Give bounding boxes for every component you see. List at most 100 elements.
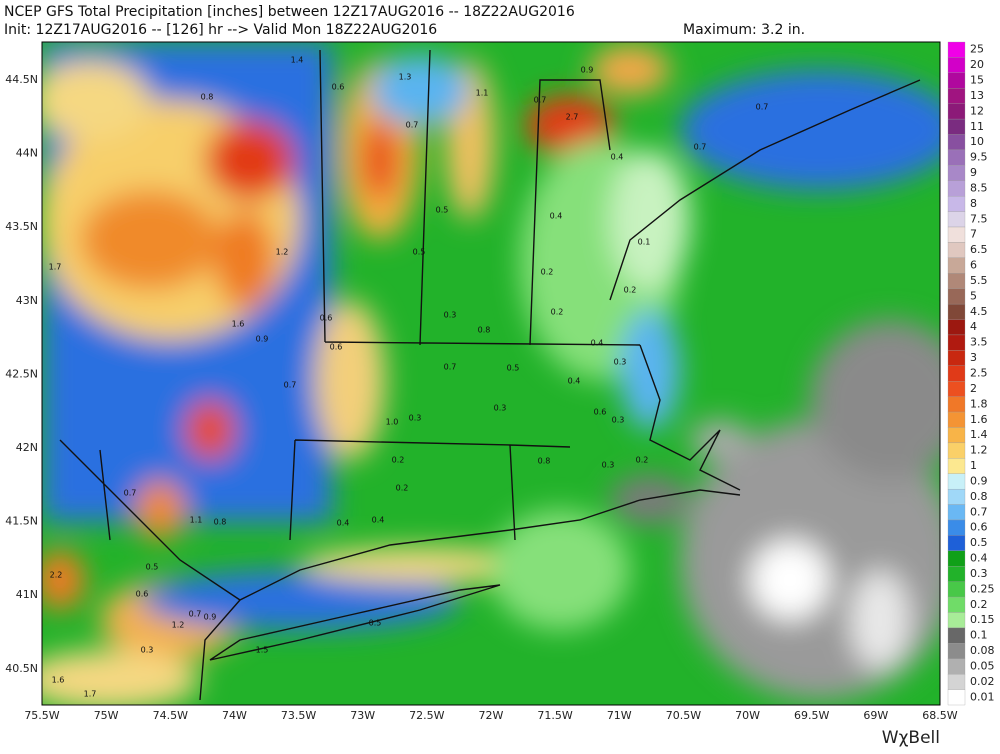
legend-swatch bbox=[947, 674, 966, 690]
legend-swatch bbox=[947, 41, 966, 58]
precip-value-label: 1.5 bbox=[256, 646, 269, 655]
lat-label: 44N bbox=[16, 147, 38, 160]
precip-value-label: 0.6 bbox=[320, 314, 333, 323]
legend-label: 8 bbox=[970, 197, 977, 210]
legend-label: 25 bbox=[970, 43, 984, 56]
legend-label: 0.5 bbox=[970, 536, 988, 549]
precip-value-label: 1.2 bbox=[276, 248, 289, 257]
precip-value-label: 0.3 bbox=[614, 358, 627, 367]
legend-label: 1.6 bbox=[970, 413, 988, 426]
legend-swatch bbox=[947, 458, 966, 474]
legend-label: 0.3 bbox=[970, 567, 988, 580]
legend-label: 10 bbox=[970, 135, 984, 148]
legend-swatch bbox=[947, 303, 966, 320]
legend-label: 9.5 bbox=[970, 151, 988, 164]
lat-label: 44.5N bbox=[5, 73, 38, 86]
legend-swatch bbox=[947, 535, 966, 551]
legend-swatch bbox=[947, 57, 966, 73]
precip-value-label: 0.8 bbox=[214, 518, 227, 527]
legend-swatch bbox=[947, 689, 966, 706]
precip-value-label: 0.3 bbox=[444, 311, 457, 320]
legend-swatch bbox=[947, 134, 966, 151]
legend-label: 0.05 bbox=[970, 659, 995, 672]
precip-value-label: 0.6 bbox=[330, 343, 343, 352]
lat-label: 42N bbox=[16, 441, 38, 454]
legend-swatch bbox=[947, 319, 966, 336]
precip-value-label: 0.4 bbox=[591, 339, 604, 348]
lon-label: 71.5W bbox=[537, 709, 572, 722]
precip-value-label: 0.6 bbox=[332, 83, 345, 92]
precip-value-label: 0.3 bbox=[602, 461, 615, 470]
legend-swatch bbox=[947, 365, 966, 382]
legend-label: 0.02 bbox=[970, 675, 995, 688]
precip-value-label: 0.4 bbox=[568, 377, 581, 386]
legend-label: 3.5 bbox=[970, 336, 988, 349]
lon-label: 72.5W bbox=[409, 709, 444, 722]
precip-value-label: 0.7 bbox=[534, 96, 547, 105]
legend-label: 5.5 bbox=[970, 274, 988, 287]
title-line-1: NCEP GFS Total Precipitation [inches] be… bbox=[4, 4, 575, 20]
legend-swatch bbox=[947, 550, 966, 567]
legend-label: 2.5 bbox=[970, 367, 988, 380]
logo: WχBell bbox=[882, 728, 940, 748]
lat-label: 41N bbox=[16, 588, 38, 601]
precip-value-label: 0.4 bbox=[337, 519, 350, 528]
legend-swatch bbox=[947, 165, 966, 181]
precip-value-label: 0.6 bbox=[594, 408, 607, 417]
legend-label: 8.5 bbox=[970, 181, 988, 194]
legend-label: 0.01 bbox=[970, 690, 995, 703]
precip-value-label: 1.3 bbox=[399, 73, 412, 82]
precip-value-label: 0.7 bbox=[694, 143, 707, 152]
precip-value-label: 0.4 bbox=[372, 516, 385, 525]
legend-swatch bbox=[947, 180, 966, 197]
precip-value-label: 1.7 bbox=[84, 690, 97, 699]
lon-label: 74.5W bbox=[153, 709, 188, 722]
precip-value-label: 0.4 bbox=[611, 153, 624, 162]
legend-swatch bbox=[947, 411, 966, 428]
legend-label: 1 bbox=[970, 459, 977, 472]
precip-value-label: 0.5 bbox=[146, 563, 159, 572]
legend-label: 0.7 bbox=[970, 505, 988, 518]
legend-swatch bbox=[947, 103, 966, 120]
precip-value-label: 0.2 bbox=[396, 484, 409, 493]
legend-label: 1.8 bbox=[970, 397, 988, 410]
precip-value-label: 0.2 bbox=[624, 286, 637, 295]
precip-value-label: 1.1 bbox=[190, 516, 203, 525]
legend-swatch bbox=[947, 226, 966, 243]
legend-label: 6.5 bbox=[970, 243, 988, 256]
legend-label: 0.2 bbox=[970, 598, 988, 611]
legend-label: 0.8 bbox=[970, 490, 988, 503]
legend-label: 0.1 bbox=[970, 629, 988, 642]
lon-label: 73W bbox=[350, 709, 375, 722]
legend-label: 0.6 bbox=[970, 521, 988, 534]
lon-label: 74W bbox=[222, 709, 247, 722]
precip-value-label: 0.5 bbox=[369, 619, 382, 628]
precip-value-label: 0.7 bbox=[189, 610, 202, 619]
precip-value-label: 0.3 bbox=[409, 414, 422, 423]
legend-label: 0.4 bbox=[970, 552, 988, 565]
precip-value-label: 1.4 bbox=[291, 56, 304, 65]
precip-value-label: 0.9 bbox=[256, 335, 269, 344]
lat-label: 43N bbox=[16, 294, 38, 307]
legend-swatch bbox=[947, 196, 966, 212]
legend-swatch bbox=[947, 581, 966, 598]
precip-value-label: 0.3 bbox=[494, 404, 507, 413]
lat-label: 43.5N bbox=[5, 220, 38, 233]
legend-label: 6 bbox=[970, 259, 977, 272]
precip-value-label: 0.5 bbox=[507, 364, 520, 373]
lon-label: 70W bbox=[735, 709, 760, 722]
legend-label: 4.5 bbox=[970, 305, 988, 318]
legend-swatch bbox=[947, 118, 966, 135]
precip-value-label: 0.4 bbox=[550, 212, 563, 221]
legend-swatch bbox=[947, 257, 966, 274]
legend-swatch bbox=[947, 273, 966, 289]
map-frame bbox=[41, 41, 941, 706]
precip-value-label: 0.8 bbox=[201, 93, 214, 102]
legend-swatch bbox=[947, 381, 966, 397]
legend-swatch bbox=[947, 504, 966, 521]
precip-value-label: 0.8 bbox=[478, 326, 491, 335]
legend-label: 7 bbox=[970, 228, 977, 241]
legend-label: 1.4 bbox=[970, 428, 988, 441]
precip-value-label: 0.2 bbox=[636, 456, 649, 465]
